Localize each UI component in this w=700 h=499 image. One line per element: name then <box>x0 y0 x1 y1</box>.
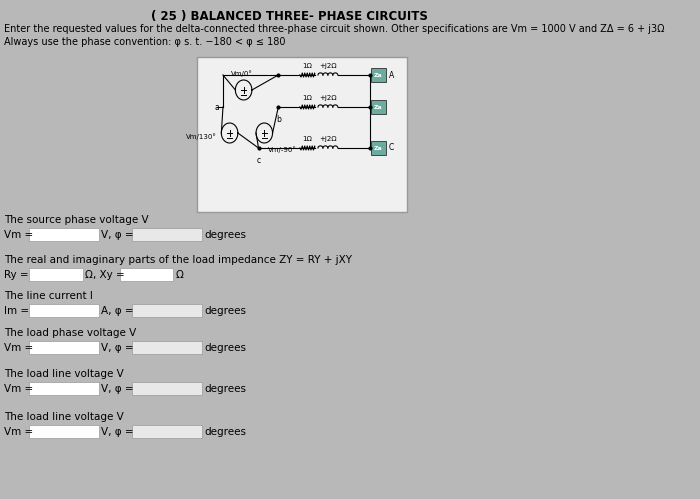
FancyBboxPatch shape <box>120 268 174 281</box>
Text: c: c <box>256 156 260 165</box>
FancyBboxPatch shape <box>29 304 99 317</box>
Text: Vm =: Vm = <box>4 230 34 240</box>
FancyBboxPatch shape <box>132 382 202 395</box>
Text: The load line voltage V: The load line voltage V <box>4 412 124 422</box>
Text: Vm/0°: Vm/0° <box>231 70 253 77</box>
Text: Vm =: Vm = <box>4 343 34 353</box>
FancyBboxPatch shape <box>29 425 99 438</box>
Text: ( 25 ) BALANCED THREE- PHASE CIRCUITS: ( 25 ) BALANCED THREE- PHASE CIRCUITS <box>150 10 428 23</box>
Text: Vm/-90°: Vm/-90° <box>268 146 298 153</box>
Text: Vm =: Vm = <box>4 384 34 394</box>
Text: +j2Ω: +j2Ω <box>319 63 337 69</box>
Text: +j2Ω: +j2Ω <box>319 95 337 101</box>
FancyBboxPatch shape <box>132 341 202 354</box>
Text: Always use the phase convention: φ s. t. −180 < φ ≤ 180: Always use the phase convention: φ s. t.… <box>4 37 286 47</box>
Text: degrees: degrees <box>204 306 246 316</box>
FancyBboxPatch shape <box>371 141 386 155</box>
Text: b: b <box>276 115 281 124</box>
Text: Enter the requested values for the delta-connected three-phase circuit shown. Ot: Enter the requested values for the delta… <box>4 24 664 34</box>
FancyBboxPatch shape <box>132 425 202 438</box>
Text: C: C <box>389 144 394 153</box>
Text: Za: Za <box>374 146 383 151</box>
Text: Za: Za <box>374 72 383 77</box>
Text: V, φ =: V, φ = <box>101 343 134 353</box>
FancyBboxPatch shape <box>29 341 99 354</box>
FancyBboxPatch shape <box>132 228 202 241</box>
Text: Ry =: Ry = <box>4 270 29 280</box>
FancyBboxPatch shape <box>371 100 386 114</box>
Text: Vm =: Vm = <box>4 427 34 437</box>
Text: Ω: Ω <box>175 270 183 280</box>
Text: 1Ω: 1Ω <box>302 136 312 142</box>
Text: A, φ =: A, φ = <box>101 306 134 316</box>
Text: The source phase voltage V: The source phase voltage V <box>4 215 149 225</box>
Text: The load phase voltage V: The load phase voltage V <box>4 328 136 338</box>
Text: The load line voltage V: The load line voltage V <box>4 369 124 379</box>
FancyBboxPatch shape <box>29 228 99 241</box>
Text: Ω, Xy =: Ω, Xy = <box>85 270 125 280</box>
Text: degrees: degrees <box>204 427 246 437</box>
Text: V, φ =: V, φ = <box>101 384 134 394</box>
Text: degrees: degrees <box>204 230 246 240</box>
Text: Za: Za <box>374 104 383 109</box>
Text: a: a <box>215 102 220 111</box>
Text: V, φ =: V, φ = <box>101 230 134 240</box>
Text: 1Ω: 1Ω <box>302 95 312 101</box>
Text: degrees: degrees <box>204 343 246 353</box>
Text: degrees: degrees <box>204 384 246 394</box>
Text: 1Ω: 1Ω <box>302 63 312 69</box>
FancyBboxPatch shape <box>371 68 386 82</box>
Text: A: A <box>389 70 394 79</box>
FancyBboxPatch shape <box>29 268 83 281</box>
FancyBboxPatch shape <box>29 382 99 395</box>
FancyBboxPatch shape <box>132 304 202 317</box>
Text: The line current I: The line current I <box>4 291 93 301</box>
Text: Vm/130°: Vm/130° <box>186 134 216 140</box>
Text: V, φ =: V, φ = <box>101 427 134 437</box>
Text: +j2Ω: +j2Ω <box>319 136 337 142</box>
Text: Im =: Im = <box>4 306 29 316</box>
Bar <box>197 57 407 212</box>
Text: The real and imaginary parts of the load impedance ZY = RY + jXY: The real and imaginary parts of the load… <box>4 255 352 265</box>
